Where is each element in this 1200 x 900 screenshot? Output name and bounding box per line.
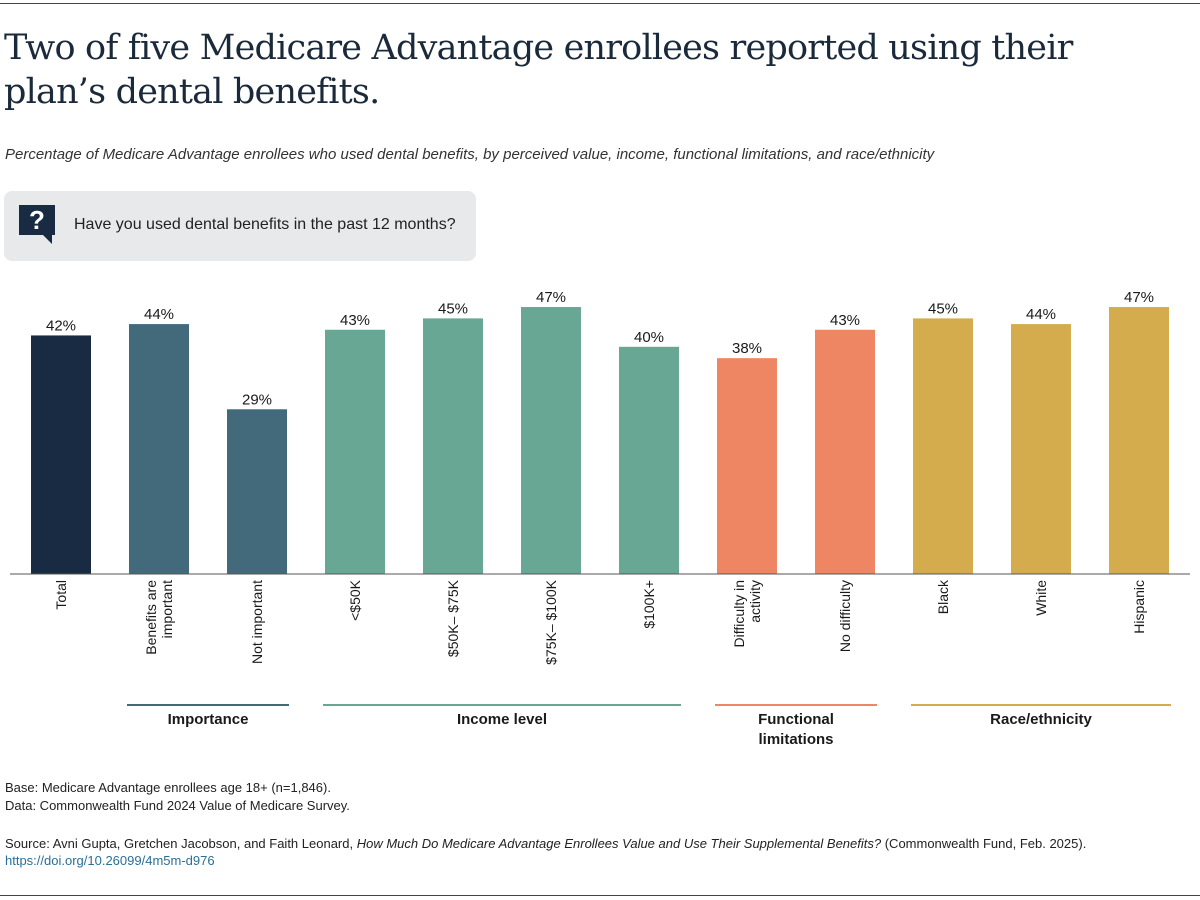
category-tick-label: <$50K bbox=[347, 579, 363, 621]
bar bbox=[1109, 307, 1169, 574]
source-suffix: (Commonwealth Fund, Feb. 2025). bbox=[881, 836, 1087, 851]
bar-value-label: 45% bbox=[438, 300, 468, 317]
bar-value-label: 42% bbox=[46, 317, 76, 334]
bar-value-label: 45% bbox=[928, 300, 958, 317]
group-underline bbox=[127, 704, 289, 706]
bar bbox=[521, 307, 581, 574]
category-tick-label: Black bbox=[935, 579, 951, 614]
bar bbox=[913, 318, 973, 574]
chart-subtitle: Percentage of Medicare Advantage enrolle… bbox=[5, 146, 935, 163]
top-rule bbox=[0, 3, 1200, 4]
page-title: Two of five Medicare Advantage enrollees… bbox=[4, 28, 1073, 112]
bar-value-label: 43% bbox=[830, 312, 860, 329]
category-tick-label: Not important bbox=[249, 580, 265, 664]
bar bbox=[619, 346, 679, 574]
category-tick-label: $75K– $100K bbox=[543, 579, 559, 665]
group-label: Functional limitations bbox=[758, 711, 834, 748]
bar bbox=[1011, 324, 1071, 574]
bottom-rule bbox=[0, 895, 1200, 896]
category-tick-label: White bbox=[1033, 580, 1049, 616]
bar-value-label: 38% bbox=[732, 340, 762, 357]
source-note: Source: Avni Gupta, Gretchen Jacobson, a… bbox=[5, 836, 1195, 851]
data-note: Data: Commonwealth Fund 2024 Value of Me… bbox=[5, 798, 350, 813]
doi-link[interactable]: https://doi.org/10.26099/4m5m-d976 bbox=[5, 853, 215, 868]
survey-question-text: Have you used dental benefits in the pas… bbox=[74, 216, 456, 233]
bar-value-label: 47% bbox=[536, 290, 566, 306]
bar-value-label: 44% bbox=[1026, 306, 1056, 323]
category-tick-label: $50K– $75K bbox=[445, 579, 461, 657]
bar-value-label: 40% bbox=[634, 329, 664, 346]
survey-question-box: ? Have you used dental benefits in the p… bbox=[4, 191, 476, 261]
bar-chart: 42% Total 44% Benefits areimportant 29% Not i… bbox=[10, 290, 1190, 665]
category-tick-label: Benefits areimportant bbox=[143, 580, 175, 655]
source-report-title: How Much Do Medicare Advantage Enrollees… bbox=[356, 836, 882, 851]
base-note: Base: Medicare Advantage enrollees age 1… bbox=[5, 780, 331, 795]
group-label: Importance bbox=[167, 711, 249, 728]
category-tick-label: Difficulty inactivity bbox=[731, 580, 763, 647]
bar bbox=[129, 324, 189, 574]
question-speech-bubble-icon: ? bbox=[19, 205, 55, 244]
category-tick-label: No difficulty bbox=[837, 580, 853, 652]
bar bbox=[227, 409, 287, 574]
group-label: Race/ethnicity bbox=[990, 711, 1092, 728]
bar bbox=[717, 358, 777, 574]
bar-value-label: 47% bbox=[1124, 290, 1154, 306]
category-tick-label: Hispanic bbox=[1131, 580, 1147, 634]
bar bbox=[815, 329, 875, 574]
group-underline bbox=[911, 704, 1171, 706]
bar bbox=[31, 335, 91, 574]
bar-value-label: 29% bbox=[242, 391, 272, 408]
bar-value-label: 44% bbox=[144, 306, 174, 323]
group-underline bbox=[323, 704, 681, 706]
category-tick-label: $100K+ bbox=[641, 580, 657, 629]
bar-value-label: 43% bbox=[340, 312, 370, 329]
category-tick-label: Total bbox=[53, 580, 69, 610]
svg-text:?: ? bbox=[29, 205, 45, 235]
source-prefix: Source: Avni Gupta, Gretchen Jacobson, a… bbox=[5, 836, 357, 851]
group-underline bbox=[715, 704, 877, 706]
bar bbox=[325, 329, 385, 574]
group-label: Income level bbox=[456, 711, 548, 728]
bar bbox=[423, 318, 483, 574]
